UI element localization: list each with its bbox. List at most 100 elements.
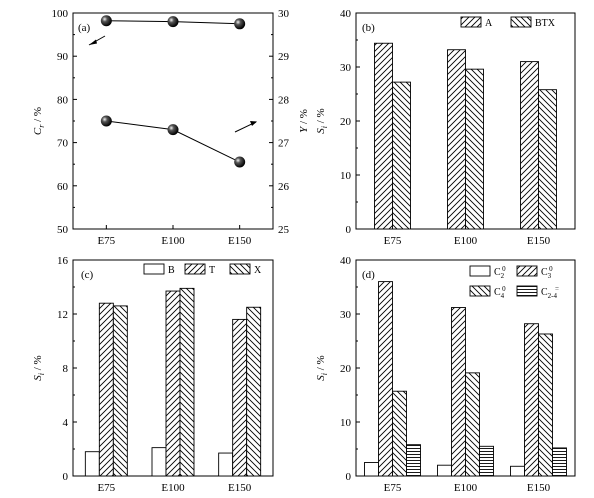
y-tick-right-label: 28 — [278, 94, 290, 106]
y-axis-label-sub: i — [320, 373, 329, 375]
x-tick-label: E100 — [454, 482, 478, 494]
y-tick-right-label: 27 — [278, 138, 290, 150]
bar — [479, 445, 494, 477]
y-tick-label: 0 — [346, 471, 352, 483]
bar — [151, 447, 167, 477]
data-point — [100, 115, 112, 127]
panel-label: (a) — [78, 22, 91, 34]
y-tick-label: 50 — [57, 224, 69, 236]
legend-swatch — [143, 263, 165, 275]
y-axis-label-sub: i — [320, 126, 329, 128]
legend-label: A — [485, 18, 493, 29]
legend-label-sup: 0 — [502, 265, 506, 273]
y-tick-label: 80 — [57, 94, 69, 106]
legend-label: X — [254, 265, 262, 276]
y-axis-label: Si / % — [32, 355, 46, 380]
legend-label-main: C — [494, 287, 501, 298]
y-axis-label-right-rest: / % — [298, 109, 310, 127]
legend-label-sub: 2-4 — [548, 292, 558, 300]
y-axis-label-sub: i — [37, 373, 46, 375]
y-tick-right-label: 25 — [278, 224, 290, 236]
legend-swatch — [516, 265, 538, 277]
y-axis-label-rest: / % — [315, 355, 327, 373]
bar — [538, 89, 557, 230]
legend-swatch — [516, 285, 538, 297]
arrow-left-head-icon — [89, 39, 97, 45]
bar — [465, 68, 484, 230]
x-tick-label: E75 — [384, 235, 402, 247]
bar — [447, 49, 466, 230]
y-axis-label-rest: / % — [32, 355, 44, 373]
bar — [84, 451, 100, 477]
x-tick-label: E100 — [454, 235, 478, 247]
legend-label-sup: = — [555, 285, 559, 293]
bar — [524, 323, 539, 477]
y-tick-label: 90 — [57, 51, 69, 63]
legend-label: C40 — [494, 285, 506, 300]
y-axis-label-sub: r — [37, 124, 46, 128]
legend-label-main: C — [541, 287, 548, 298]
bar — [510, 465, 525, 477]
legend-swatch — [229, 263, 251, 275]
legend-label: B — [168, 265, 175, 276]
bar — [538, 333, 553, 477]
panel-label: (b) — [362, 22, 375, 34]
y-tick-label: 40 — [340, 255, 352, 267]
y-tick-right-label: 26 — [278, 181, 290, 193]
legend-label-main: X — [254, 265, 262, 276]
bar — [392, 390, 407, 477]
legend-label: C20 — [494, 265, 506, 280]
legend-label-main: BTX — [535, 18, 556, 29]
bar — [112, 305, 128, 477]
y-tick-label: 8 — [63, 363, 69, 375]
bar — [451, 307, 466, 477]
legend-swatch — [469, 285, 491, 297]
legend: A BTX — [460, 16, 556, 29]
legend-label-main: T — [209, 265, 215, 276]
legend-label-sup: 0 — [549, 265, 553, 273]
legend-label: T — [209, 265, 215, 276]
bar — [392, 81, 411, 230]
x-tick-label: E75 — [97, 235, 115, 247]
bar — [552, 447, 567, 477]
legend-swatch — [460, 16, 482, 28]
x-tick-label: E150 — [228, 235, 252, 247]
bar — [165, 290, 181, 477]
bar — [437, 464, 452, 477]
x-tick-label: E150 — [527, 235, 551, 247]
panel-a: 50 60 70 80 90 100 E75 E100 E150 (a) Cr / % 25 26 27 2… — [32, 8, 310, 247]
bar — [406, 444, 421, 477]
y-tick-label: 16 — [57, 255, 69, 267]
panel-c: 0 4 8 12 16 E75 E100 E150 (c) Si / % B T X — [32, 255, 274, 494]
bar — [246, 306, 262, 477]
y-axis-label-main: C — [32, 127, 44, 135]
y-tick-label: 60 — [57, 181, 69, 193]
y-tick-label: 30 — [340, 62, 352, 74]
bar — [520, 61, 539, 230]
x-tick-label: E100 — [161, 235, 185, 247]
legend-label: C30 — [541, 265, 553, 280]
y-axis-label: Cr / % — [32, 107, 46, 135]
x-tick-label: E150 — [527, 482, 551, 494]
panel-b: 0 10 20 30 40 E75 E100 E150 (b) Si / % A BTX — [315, 8, 576, 247]
y-tick-right-label: 30 — [278, 8, 290, 20]
x-tick-label: E75 — [384, 482, 402, 494]
y-tick-label: 20 — [340, 363, 352, 375]
legend-label-sub: 3 — [548, 272, 552, 280]
y-axis-label-main: S — [32, 375, 44, 381]
y-tick-label: 4 — [63, 417, 69, 429]
y-tick-label: 30 — [340, 309, 352, 321]
panel-label: (d) — [362, 269, 375, 281]
bar — [364, 462, 379, 477]
legend-swatch — [469, 265, 491, 277]
data-point — [234, 18, 246, 30]
data-point — [100, 15, 112, 27]
data-point — [167, 124, 179, 136]
bar — [232, 318, 248, 477]
legend-label-sub: 4 — [501, 292, 505, 300]
y-tick-label: 0 — [63, 471, 69, 483]
